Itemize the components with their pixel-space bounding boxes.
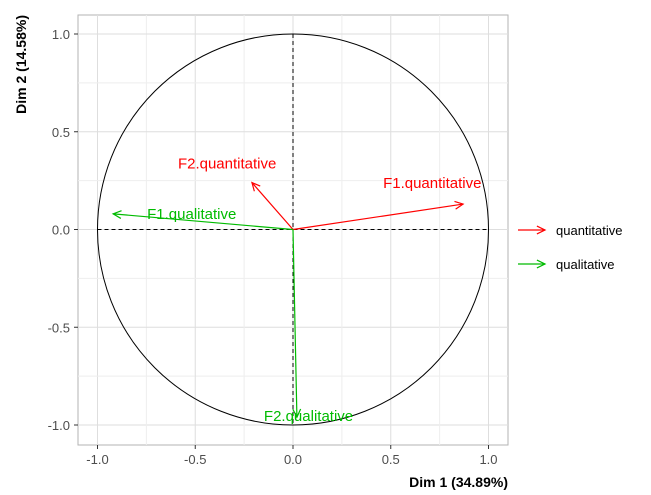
- arrow-f1-qualitative: [113, 213, 294, 231]
- legend: quantitative qualitative: [518, 223, 623, 272]
- arrow-label-f2-quantitative: F2.quantitative: [178, 156, 276, 173]
- x-tick-label: -1.0: [86, 452, 108, 467]
- vector-arrows: F1.quantitative F2.quantitative F1.qualita…: [111, 156, 481, 425]
- arrow-head: [111, 210, 122, 219]
- x-tick-label: 0.0: [284, 452, 302, 467]
- x-tick-label: 1.0: [479, 452, 497, 467]
- x-tick-label: -0.5: [184, 452, 206, 467]
- arrow-head: [251, 181, 261, 192]
- arrow-f2-quantitative: [251, 182, 294, 230]
- arrow-head: [454, 200, 465, 210]
- y-axis-title: Dim 2 (14.58%): [13, 15, 29, 114]
- arrow-head: [536, 225, 547, 235]
- arrow-f1-quantitative: [292, 203, 464, 231]
- y-tick-label: 1.0: [52, 27, 70, 42]
- arrow-label-f2-qualitative: F2.qualitative: [264, 408, 353, 425]
- reference-lines: [97, 33, 489, 426]
- unit-circle: [97, 33, 489, 426]
- y-tick-label: 0.0: [52, 223, 70, 238]
- legend-label-qualitative: qualitative: [556, 257, 615, 272]
- arrow-head: [536, 259, 547, 269]
- y-tick-label: -1.0: [48, 418, 70, 433]
- y-tick-label: 0.5: [52, 125, 70, 140]
- y-tick-label: -0.5: [48, 320, 70, 335]
- axis-ticks: -1.0 -0.5 0.0 0.5 1.0 -1.0 -0.5 0.0 0.5 1.0: [48, 27, 498, 467]
- x-axis-title: Dim 1 (34.89%): [409, 474, 508, 490]
- x-tick-label: 0.5: [382, 452, 400, 467]
- arrow-head: [292, 408, 302, 419]
- arrow-label-f1-quantitative: F1.quantitative: [383, 175, 481, 192]
- arrow-f2-qualitative: [292, 229, 298, 418]
- legend-label-quantitative: quantitative: [556, 223, 623, 238]
- arrow-label-f1-qualitative: F1.qualitative: [147, 206, 236, 223]
